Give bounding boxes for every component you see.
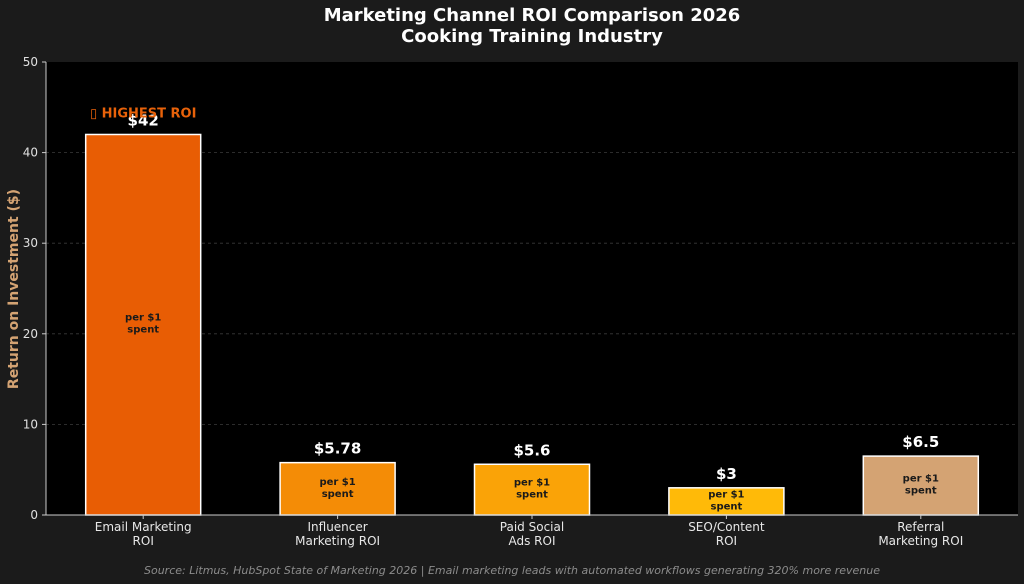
y-axis-label: Return on Investment ($) xyxy=(6,189,22,389)
inner-label-3-0: per $1 xyxy=(708,489,744,500)
inner-label-1-1: spent xyxy=(322,489,354,500)
value-label-1: $5.78 xyxy=(314,440,361,458)
inner-label-0-0: per $1 xyxy=(125,313,161,324)
chart-title-line-1: Marketing Channel ROI Comparison 2026 xyxy=(324,5,741,26)
value-label-3: $3 xyxy=(716,465,737,483)
value-label-4: $6.5 xyxy=(902,433,939,451)
y-tick-label-3: 30 xyxy=(23,236,38,250)
y-tick-label-2: 20 xyxy=(23,327,38,341)
bar-1 xyxy=(279,461,396,516)
category-label-3-0: SEO/Content xyxy=(688,520,765,534)
inner-label-2-0: per $1 xyxy=(514,478,550,489)
plot-area xyxy=(46,62,1018,515)
inner-label-3-1: spent xyxy=(711,501,743,512)
inner-label-4-0: per $1 xyxy=(903,474,939,485)
y-tick-label-1: 10 xyxy=(23,417,38,431)
category-label-3-1: ROI xyxy=(716,534,737,548)
source-note: Source: Litmus, HubSpot State of Marketi… xyxy=(144,564,880,577)
category-label-0-0: Email Marketing xyxy=(95,520,192,534)
chart-title-line-2: Cooking Training Industry xyxy=(401,26,663,47)
bar-3 xyxy=(668,487,785,516)
inner-label-0-1: spent xyxy=(127,325,159,336)
category-label-2-1: Ads ROI xyxy=(508,534,555,548)
category-label-0-1: ROI xyxy=(133,534,154,548)
category-label-1-0: Influencer xyxy=(307,520,367,534)
inner-label-1-0: per $1 xyxy=(319,477,355,488)
inner-label-4-1: spent xyxy=(905,486,937,497)
inner-label-2-1: spent xyxy=(516,490,548,501)
value-label-2: $5.6 xyxy=(513,441,550,459)
grid-lines xyxy=(46,152,1018,425)
value-label-0: $42 xyxy=(128,111,159,129)
category-label-1-1: Marketing ROI xyxy=(295,534,380,548)
y-tick-label-4: 40 xyxy=(23,146,38,160)
category-label-2-0: Paid Social xyxy=(500,520,564,534)
highest-roi-annotation: ▯ HIGHEST ROI xyxy=(90,106,196,121)
y-tick-label-0: 0 xyxy=(30,508,38,522)
category-label-4-1: Marketing ROI xyxy=(878,534,963,548)
category-label-4-0: Referral xyxy=(897,520,944,534)
y-tick-label-5: 50 xyxy=(23,55,38,69)
